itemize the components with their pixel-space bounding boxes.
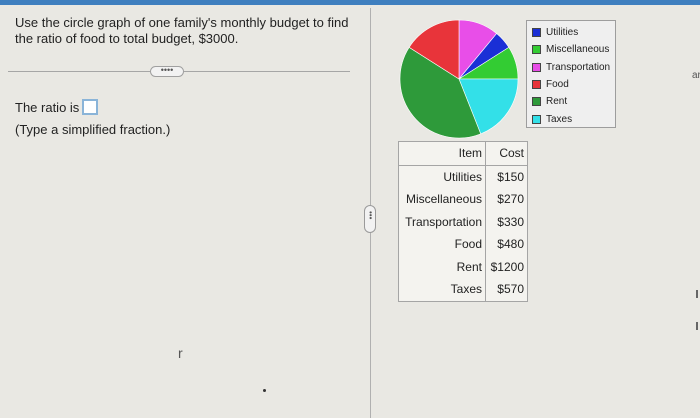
pie-legend: Utilities Miscellaneous Transportation Food… — [526, 20, 616, 128]
pie-slice-taxes — [458, 78, 519, 135]
pie-slice-food — [408, 19, 460, 80]
table-cell-item: Transportation — [398, 210, 486, 233]
more-options-button[interactable]: •••• — [150, 66, 184, 77]
table-row: Transportation $330 — [398, 210, 528, 233]
legend-swatch — [532, 28, 541, 38]
legend-item: Transportation — [532, 59, 615, 76]
answer-hint: (Type a simplified fraction.) — [15, 122, 171, 137]
legend-label: Taxes — [546, 113, 573, 125]
table-header-cost: Cost — [485, 141, 528, 166]
table-cell-cost: $480 — [485, 233, 528, 256]
edge-clipped-text: ar — [692, 70, 700, 81]
question-text: Use the circle graph of one family's mon… — [15, 15, 349, 46]
table-row: Miscellaneous $270 — [398, 188, 528, 211]
edge-tick-mark — [696, 290, 698, 298]
legend-swatch — [532, 45, 541, 55]
legend-swatch — [532, 114, 541, 124]
pane-resize-handle-dots: ••• — [366, 211, 375, 220]
legend-label: Rent — [546, 96, 568, 108]
legend-label: Miscellaneous — [546, 44, 610, 56]
table-row: Taxes $570 — [398, 278, 528, 302]
table-header-item: Item — [398, 141, 486, 166]
table-row: Food $480 — [398, 233, 528, 256]
table-header-row: Item Cost — [398, 141, 528, 166]
table-cell-cost: $150 — [485, 165, 528, 188]
legend-label: Utilities — [546, 27, 579, 39]
table-cell-cost: $570 — [485, 278, 528, 302]
budget-table: Item Cost Utilities $150 Miscellaneous $270… — [398, 141, 528, 302]
budget-pie-chart — [399, 19, 519, 139]
legend-item: Utilities — [532, 24, 615, 41]
legend-label: Transportation — [546, 61, 611, 73]
legend-label: Food — [546, 79, 569, 91]
legend-item: Taxes — [532, 110, 615, 127]
top-accent-bar — [0, 0, 700, 5]
edge-tick-mark — [696, 322, 698, 330]
table-cell-item: Taxes — [398, 278, 486, 302]
table-cell-cost: $270 — [485, 188, 528, 211]
answer-input[interactable] — [82, 99, 99, 115]
legend-item: Rent — [532, 93, 615, 110]
table-cell-cost: $330 — [485, 210, 528, 233]
table-cell-item: Miscellaneous — [398, 188, 486, 211]
legend-item: Miscellaneous — [532, 41, 615, 58]
table-cell-item: Utilities — [398, 165, 486, 188]
answer-prefix: The ratio is — [15, 100, 80, 115]
legend-swatch — [532, 97, 541, 107]
table-cell-cost: $1200 — [485, 255, 528, 278]
table-row: Rent $1200 — [398, 255, 528, 278]
legend-swatch — [532, 80, 541, 90]
legend-item: Food — [532, 76, 615, 93]
legend-swatch — [532, 62, 541, 72]
pie-slice-rent — [399, 46, 482, 139]
table-row: Utilities $150 — [398, 165, 528, 188]
answer-line: The ratio is — [15, 99, 99, 116]
stray-dot — [263, 389, 266, 392]
pane-resize-handle[interactable]: ••• — [364, 205, 376, 233]
stray-cursor-mark: r — [178, 345, 183, 361]
table-cell-item: Rent — [398, 255, 486, 278]
table-cell-item: Food — [398, 233, 486, 256]
